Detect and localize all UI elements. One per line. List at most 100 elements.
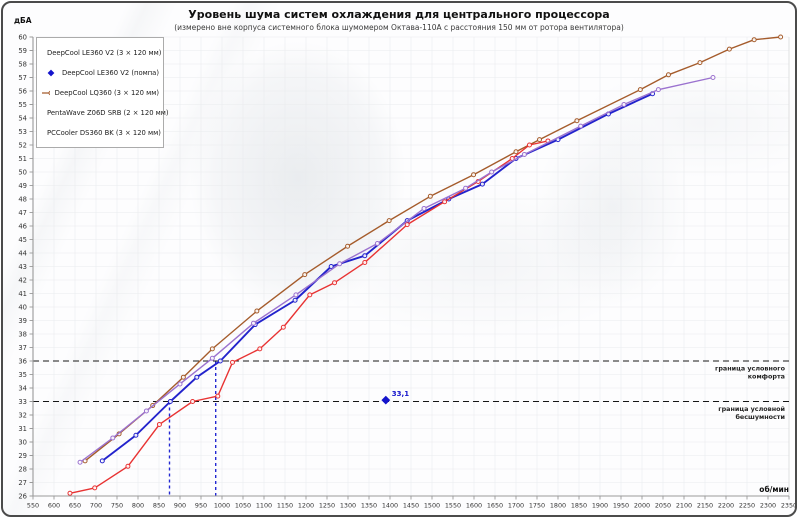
series-marker	[280, 324, 286, 330]
threshold-label: бесшумности	[735, 413, 785, 421]
series-marker	[463, 185, 469, 191]
series-marker	[156, 421, 162, 427]
series-marker	[217, 358, 223, 364]
series-marker	[574, 118, 580, 124]
series-marker	[167, 399, 173, 404]
y-tick-label: 41	[18, 290, 27, 298]
x-tick-label: 1250	[319, 502, 335, 510]
legend-item-label: DeepCool LE360 V2 (помпа)	[61, 69, 159, 77]
series-marker	[537, 137, 543, 143]
threshold-label: граница условной	[718, 405, 785, 413]
x-tick-label: 1050	[235, 502, 251, 510]
series-marker	[665, 72, 671, 78]
legend-item-label: PentaWave Z06D SRB (2 × 120 мм)	[47, 109, 169, 117]
series-marker	[254, 308, 260, 314]
y-tick-label: 52	[18, 141, 27, 149]
x-axis-title: об/мин	[759, 485, 789, 494]
x-tick-label: 2150	[697, 502, 713, 510]
legend-swatch-diamond	[47, 69, 55, 77]
legend-item: DeepCool LE360 V2 (3 × 120 мм)	[42, 43, 162, 63]
series-marker	[251, 320, 256, 326]
y-tick-label: 55	[18, 101, 27, 109]
legend-item: PCCooler DS360 BK (3 × 120 мм)	[42, 123, 161, 143]
y-tick-label: 58	[18, 60, 27, 68]
series-marker	[332, 280, 338, 286]
pump-data-point	[381, 395, 391, 405]
series-marker	[697, 60, 703, 66]
y-tick-label: 34	[18, 384, 27, 392]
pump-point-label: 33,1	[392, 390, 409, 398]
series-marker	[655, 87, 661, 93]
series-marker	[362, 259, 368, 265]
y-tick-label: 32	[18, 411, 27, 419]
threshold-label: граница условного	[715, 365, 786, 373]
series-line	[79, 76, 714, 463]
series-marker	[489, 169, 495, 175]
series-marker	[374, 241, 380, 247]
y-axis-title: дБА	[14, 16, 32, 25]
y-tick-label: 31	[18, 425, 27, 433]
series-marker	[421, 205, 427, 211]
series-marker	[479, 181, 485, 187]
y-tick-label: 28	[18, 465, 27, 473]
x-tick-label: 1200	[298, 502, 314, 510]
series-marker	[526, 142, 532, 148]
x-tick-label: 1450	[403, 502, 419, 510]
x-tick-label: 2250	[739, 502, 755, 510]
series-marker	[710, 75, 716, 80]
legend-item-label: DeepCool LE360 V2 (3 × 120 мм)	[47, 49, 162, 57]
series-marker	[345, 243, 351, 249]
series-marker	[292, 297, 298, 303]
x-tick-label: 2200	[718, 502, 734, 510]
x-tick-label: 850	[153, 502, 165, 510]
legend-item: DeepCool LE360 V2 (помпа)	[42, 63, 159, 83]
legend-item-label: PCCooler DS360 BK (3 × 120 мм)	[47, 129, 161, 137]
legend-box: DeepCool LE360 V2 (3 × 120 мм) DeepCool L…	[36, 37, 169, 148]
series-marker	[143, 408, 149, 414]
y-tick-label: 27	[18, 479, 27, 487]
series-marker	[621, 102, 627, 107]
y-tick-label: 44	[18, 249, 27, 257]
series-line	[101, 92, 653, 462]
legend-swatch-line	[42, 90, 50, 96]
y-tick-label: 40	[18, 303, 27, 311]
series-marker	[293, 292, 299, 298]
y-tick-label: 59	[18, 47, 27, 55]
x-tick-label: 1600	[466, 502, 482, 510]
series-marker	[442, 199, 448, 205]
series-marker	[328, 264, 334, 269]
x-tick-label: 1500	[424, 502, 440, 510]
y-tick-label: 35	[18, 371, 27, 379]
series-marker	[133, 432, 139, 438]
series-marker	[578, 123, 584, 129]
series-marker	[110, 435, 116, 441]
series-marker	[257, 346, 263, 352]
x-tick-label: 1750	[529, 502, 545, 510]
series-marker	[726, 46, 732, 52]
threshold-label: комфорта	[748, 373, 785, 381]
series-marker	[177, 381, 183, 387]
series-marker	[521, 151, 527, 157]
legend-item: PentaWave Z06D SRB (2 × 120 мм)	[42, 103, 169, 123]
x-tick-label: 1350	[361, 502, 377, 510]
series-marker	[362, 253, 368, 259]
x-tick-label: 1950	[613, 502, 629, 510]
y-tick-label: 56	[18, 87, 27, 95]
x-tick-label: 2300	[760, 502, 776, 510]
y-tick-label: 53	[18, 128, 27, 136]
series-marker	[194, 374, 200, 380]
series-marker	[190, 399, 196, 404]
x-tick-label: 1000	[214, 502, 230, 510]
y-tick-label: 39	[18, 317, 27, 325]
x-tick-label: 1300	[340, 502, 356, 510]
x-tick-label: 650	[69, 502, 81, 510]
series-marker	[471, 172, 477, 178]
x-tick-label: 1900	[592, 502, 608, 510]
x-tick-label: 1400	[382, 502, 398, 510]
series-marker	[302, 272, 308, 278]
x-tick-label: 1850	[571, 502, 587, 510]
y-tick-label: 26	[18, 492, 27, 500]
y-tick-label: 43	[18, 263, 27, 271]
series-marker	[386, 218, 392, 224]
